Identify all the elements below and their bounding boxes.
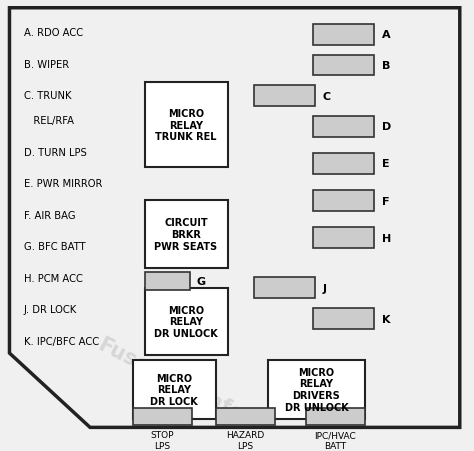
Text: K: K — [382, 314, 390, 324]
Bar — [313, 308, 374, 329]
Text: H. PCM ACC: H. PCM ACC — [24, 273, 82, 283]
Text: H: H — [382, 233, 391, 243]
Bar — [313, 116, 374, 138]
Text: F: F — [382, 196, 389, 206]
Text: E. PWR MIRROR: E. PWR MIRROR — [24, 179, 102, 189]
Bar — [145, 288, 228, 355]
Text: MICRO
RELAY
DR UNLOCK: MICRO RELAY DR UNLOCK — [154, 305, 218, 338]
Text: G. BFC BATT: G. BFC BATT — [24, 242, 85, 252]
Bar — [133, 408, 192, 425]
Bar — [313, 25, 374, 46]
Bar — [133, 360, 216, 419]
Bar — [313, 228, 374, 249]
Bar — [313, 153, 374, 175]
Bar — [268, 360, 365, 419]
Bar — [145, 83, 228, 168]
Bar — [145, 201, 228, 268]
Text: A. RDO ACC: A. RDO ACC — [24, 28, 83, 38]
Bar — [145, 272, 190, 290]
Text: REL/RFA: REL/RFA — [24, 116, 73, 126]
Bar — [313, 55, 374, 76]
Text: D: D — [382, 122, 391, 132]
Text: J: J — [322, 283, 326, 293]
Text: J. DR LOCK: J. DR LOCK — [24, 304, 77, 314]
Bar — [254, 86, 315, 107]
Text: MICRO
RELAY
TRUNK REL: MICRO RELAY TRUNK REL — [155, 109, 217, 142]
Text: E: E — [382, 159, 389, 169]
Bar — [216, 408, 275, 425]
Text: B. WIPER: B. WIPER — [24, 60, 69, 70]
Text: MICRO
RELAY
DRIVERS
DR UNLOCK: MICRO RELAY DRIVERS DR UNLOCK — [284, 367, 348, 412]
Text: K. IPC/BFC ACC: K. IPC/BFC ACC — [24, 336, 99, 346]
Text: CIRCUIT
BRKR
PWR SEATS: CIRCUIT BRKR PWR SEATS — [155, 218, 218, 251]
Text: HAZARD
LPS: HAZARD LPS — [226, 431, 264, 450]
Text: STOP
LPS: STOP LPS — [151, 431, 174, 450]
Bar — [306, 408, 365, 425]
Bar — [254, 278, 315, 299]
Text: C: C — [322, 92, 330, 101]
Text: A: A — [382, 30, 390, 40]
Text: MICRO
RELAY
DR LOCK: MICRO RELAY DR LOCK — [150, 373, 198, 406]
Text: G: G — [197, 276, 206, 286]
Text: Fuse-Box.info: Fuse-Box.info — [94, 334, 247, 425]
Bar — [313, 191, 374, 212]
Text: B: B — [382, 61, 390, 71]
Polygon shape — [9, 9, 460, 428]
Text: F. AIR BAG: F. AIR BAG — [24, 210, 75, 220]
Text: C. TRUNK: C. TRUNK — [24, 91, 71, 101]
Text: D. TURN LPS: D. TURN LPS — [24, 147, 86, 157]
Text: IPC/HVAC
BATT: IPC/HVAC BATT — [314, 431, 356, 450]
